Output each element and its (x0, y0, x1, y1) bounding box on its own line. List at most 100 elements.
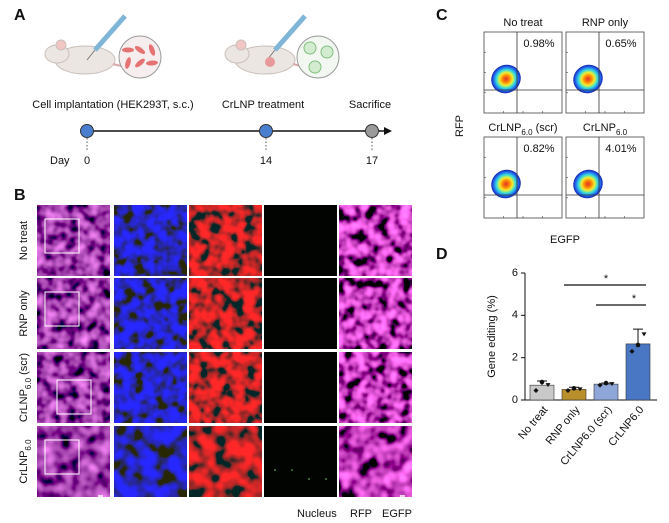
micrograph (114, 352, 187, 423)
micrograph (37, 352, 110, 423)
egfp-dot (325, 478, 327, 480)
data-point (565, 387, 571, 393)
label-part: CrLNP (583, 122, 616, 134)
micrograph (189, 426, 262, 497)
cells-inset (118, 35, 162, 79)
y-tick-label: 6 (512, 267, 518, 279)
syringe (273, 14, 307, 52)
density-blob (573, 64, 603, 94)
bar (561, 389, 587, 401)
egfp-dot (274, 469, 276, 471)
mouse-ear (235, 39, 247, 51)
subscript: 6.0 (24, 439, 33, 451)
cell (146, 60, 158, 66)
quadrant-percent: 0.82% (523, 143, 554, 155)
plot-title: RNP only (582, 17, 629, 29)
plot-title: No treat (503, 17, 542, 29)
data-point (609, 382, 615, 387)
y-tick-label: 0 (512, 394, 518, 406)
egfp-dot (291, 469, 293, 471)
density-blob (573, 169, 603, 199)
data-point (641, 332, 647, 337)
data-point (603, 380, 609, 386)
micrograph (37, 205, 110, 276)
zoom-box (44, 439, 80, 475)
event-label: Cell implantation (HEK293T, s.c.) (32, 99, 193, 111)
micrograph (114, 278, 187, 349)
panel-label: D (436, 246, 448, 263)
data-point (545, 383, 551, 388)
channel-legend: Nucleus (297, 508, 337, 520)
event-label: CrLNP treatment (222, 99, 304, 111)
egfp-image (264, 426, 337, 497)
micrograph (37, 278, 110, 349)
micrograph (339, 278, 412, 349)
y-tick-label: 2 (512, 352, 518, 364)
cell (135, 58, 145, 68)
cell (134, 45, 146, 55)
egfp-image (264, 205, 337, 276)
micrograph (339, 205, 412, 276)
cell (148, 44, 156, 56)
lnp (308, 60, 322, 74)
timeline-arrow (384, 127, 392, 135)
axis-label: EGFP (550, 234, 580, 246)
data-point (597, 382, 603, 388)
zoom-box (44, 291, 80, 327)
micrograph (114, 205, 187, 276)
label-part: RNP only (582, 17, 629, 29)
day-label: Day (50, 155, 70, 167)
quadrant-percent: 0.98% (523, 38, 554, 50)
egfp-dot (308, 478, 310, 480)
plot-title: CrLNP6.0 (583, 122, 628, 137)
subscript: 6.0 (24, 377, 33, 389)
micrograph (114, 426, 187, 497)
micrograph (189, 278, 262, 349)
panel-label: C (436, 7, 448, 24)
cell (122, 47, 134, 53)
bar (529, 384, 555, 401)
micrograph (37, 426, 110, 497)
plot-title: CrLNP6.0 (scr) (488, 122, 557, 137)
data-point (577, 387, 583, 392)
panel-label: A (14, 7, 26, 24)
row-label: CrLNP6.0 (scr) (18, 353, 33, 422)
mouse-ear (55, 39, 67, 51)
subscript: 6.0 (616, 128, 628, 137)
label-part: CrLNP (18, 389, 30, 422)
timeline-event (365, 124, 379, 138)
error-bar (633, 328, 643, 344)
label-part: CrLNP (488, 122, 521, 134)
y-axis-label: Gene editing (%) (486, 295, 498, 378)
row-label: RNP only (18, 290, 30, 337)
zoom-box (44, 218, 80, 254)
day-value: 0 (84, 155, 90, 167)
micrograph (339, 352, 412, 423)
timeline-event (259, 124, 273, 138)
lnp (320, 45, 334, 59)
row-label: No treat (18, 221, 30, 260)
micrograph (189, 352, 262, 423)
label-part: RNP only (18, 290, 30, 337)
syringe (93, 14, 127, 52)
event-label: Sacrifice (349, 99, 391, 111)
tumor (265, 57, 275, 67)
axis-label: RFP (454, 115, 466, 137)
needle (86, 49, 96, 61)
label-part: (scr) (18, 353, 30, 378)
lnp (303, 41, 317, 55)
micrograph (339, 426, 412, 497)
bar (625, 343, 651, 401)
data-point (635, 342, 641, 348)
label-part: No treat (18, 221, 30, 260)
day-value: 17 (366, 155, 378, 167)
data-point (571, 386, 577, 391)
significance-label: * (632, 293, 637, 305)
quadrant-percent: 0.65% (605, 38, 636, 50)
label-part: (scr) (533, 122, 558, 134)
significance-label: * (604, 273, 609, 285)
data-point (629, 348, 635, 354)
cell (125, 57, 131, 69)
timeline-event (80, 124, 94, 138)
